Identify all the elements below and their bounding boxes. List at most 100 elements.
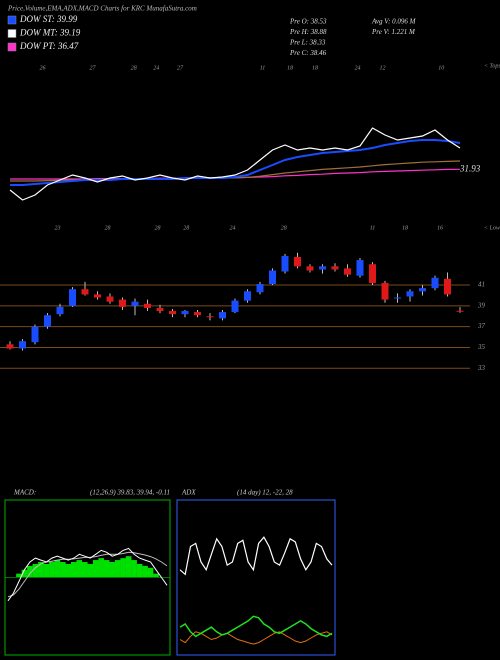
y-tick-label: 35 [477, 343, 486, 351]
candle-body [119, 299, 126, 307]
top-date-label: 10 [438, 65, 444, 71]
y-tick-label: 39 [477, 301, 486, 309]
stat-label: Avg V: 0.096 M [371, 18, 417, 26]
stat-label: Pre O: 38.53 [289, 18, 327, 26]
tops-label: < Tops [484, 63, 500, 69]
histogram-bar [54, 560, 61, 578]
legend-label: DOW MT: 39.19 [19, 28, 81, 38]
low-date-label: 28 [281, 225, 287, 231]
candle-body [369, 264, 376, 283]
top-date-label: 26 [40, 65, 46, 71]
legend-label: DOW PT: 36.47 [19, 41, 79, 51]
top-date-label: 24 [355, 64, 361, 71]
candle-body [256, 284, 264, 293]
candle-body [444, 278, 451, 295]
histogram-bar [131, 560, 137, 578]
candle-body [156, 307, 164, 312]
adx-line [179, 536, 333, 576]
low-date-label: 11 [370, 225, 376, 231]
price-panel [0, 60, 470, 225]
legend-swatch [7, 42, 17, 52]
low-date-label: 18 [402, 225, 408, 231]
candle-body [144, 303, 151, 308]
macd-line [7, 547, 168, 602]
candle-body [6, 344, 14, 349]
histogram-bar [125, 556, 132, 578]
histogram-bar [76, 560, 83, 578]
candle-body [31, 326, 39, 343]
stat-label: Pre L: 38.33 [289, 39, 326, 47]
histogram-bar [103, 560, 110, 578]
top-date-label: 11 [260, 65, 266, 71]
low-date-label: 16 [437, 225, 443, 231]
y-tick-label: 33 [477, 364, 486, 372]
candle-body [394, 297, 401, 299]
top-date-label: 18 [287, 65, 293, 71]
candle-body [344, 268, 351, 275]
top-date-label: 28 [131, 65, 137, 71]
stat-label: Pre V: 1.221 M [371, 28, 416, 36]
ema-line [9, 127, 461, 201]
histogram-bar [142, 565, 148, 578]
legend-label: DOW ST: 39.99 [19, 14, 78, 24]
histogram-bar [147, 567, 154, 578]
candle-body [281, 255, 289, 272]
histogram-bar [164, 577, 170, 578]
histogram-bar [10, 577, 17, 578]
last-value-label: 31.93 [459, 163, 481, 173]
candle-body [69, 289, 76, 306]
candle-body [181, 311, 189, 315]
low-date-label: 23 [55, 225, 61, 231]
minus-di-line [179, 631, 333, 645]
candle-body [419, 288, 426, 292]
low-date-label: 28 [105, 225, 111, 231]
top-date-label: 18 [312, 65, 318, 71]
candle-body [94, 294, 101, 298]
stat-label: Pre H: 38.88 [289, 28, 327, 36]
top-date-label: 24 [153, 64, 159, 71]
histogram-bar [120, 558, 126, 578]
lows-label: < Lows [484, 225, 500, 231]
adx-panel [176, 499, 336, 656]
candle-body [81, 289, 89, 295]
chart-title: Price,Volume,EMA,ADX,MACD Charts for KRC… [7, 5, 197, 13]
candle-body [19, 341, 26, 349]
candle-body [356, 260, 364, 276]
ema-line [10, 139, 461, 186]
legend-swatch [7, 29, 17, 38]
candle-body [406, 291, 414, 297]
low-date-label: 24 [230, 224, 236, 231]
histogram-bar [81, 562, 88, 578]
candle-body [294, 256, 301, 267]
plus-di-line [179, 615, 333, 638]
candle-body [131, 301, 139, 306]
top-date-label: 27 [90, 65, 97, 71]
histogram-bar [27, 565, 33, 578]
histogram-bar [98, 558, 105, 578]
candle-body [194, 312, 201, 316]
low-date-label: 28 [155, 225, 161, 231]
y-tick-label: 37 [477, 322, 486, 330]
histogram-bar [16, 573, 22, 578]
candle-body [231, 300, 239, 313]
macd-title: MACD: [13, 489, 36, 497]
candle-body [306, 266, 314, 271]
histogram-bar [109, 562, 115, 578]
candle-body [169, 311, 176, 315]
histogram-bar [5, 577, 11, 578]
histogram-bar [65, 563, 72, 578]
y-tick-label: 41 [478, 281, 485, 289]
histogram-bar [153, 573, 159, 578]
candle-body [206, 316, 214, 318]
histogram-bar [92, 560, 99, 578]
histogram-bar [114, 560, 121, 578]
histogram-bar [43, 563, 50, 578]
macd-params: (12,26,9) 39.83, 39.94, -0.11 [90, 489, 170, 497]
histogram-bar [87, 563, 94, 578]
candle-body [456, 310, 464, 312]
top-date-label: 27 [177, 65, 184, 71]
candle-body [56, 306, 64, 315]
histogram-bar [32, 563, 39, 578]
